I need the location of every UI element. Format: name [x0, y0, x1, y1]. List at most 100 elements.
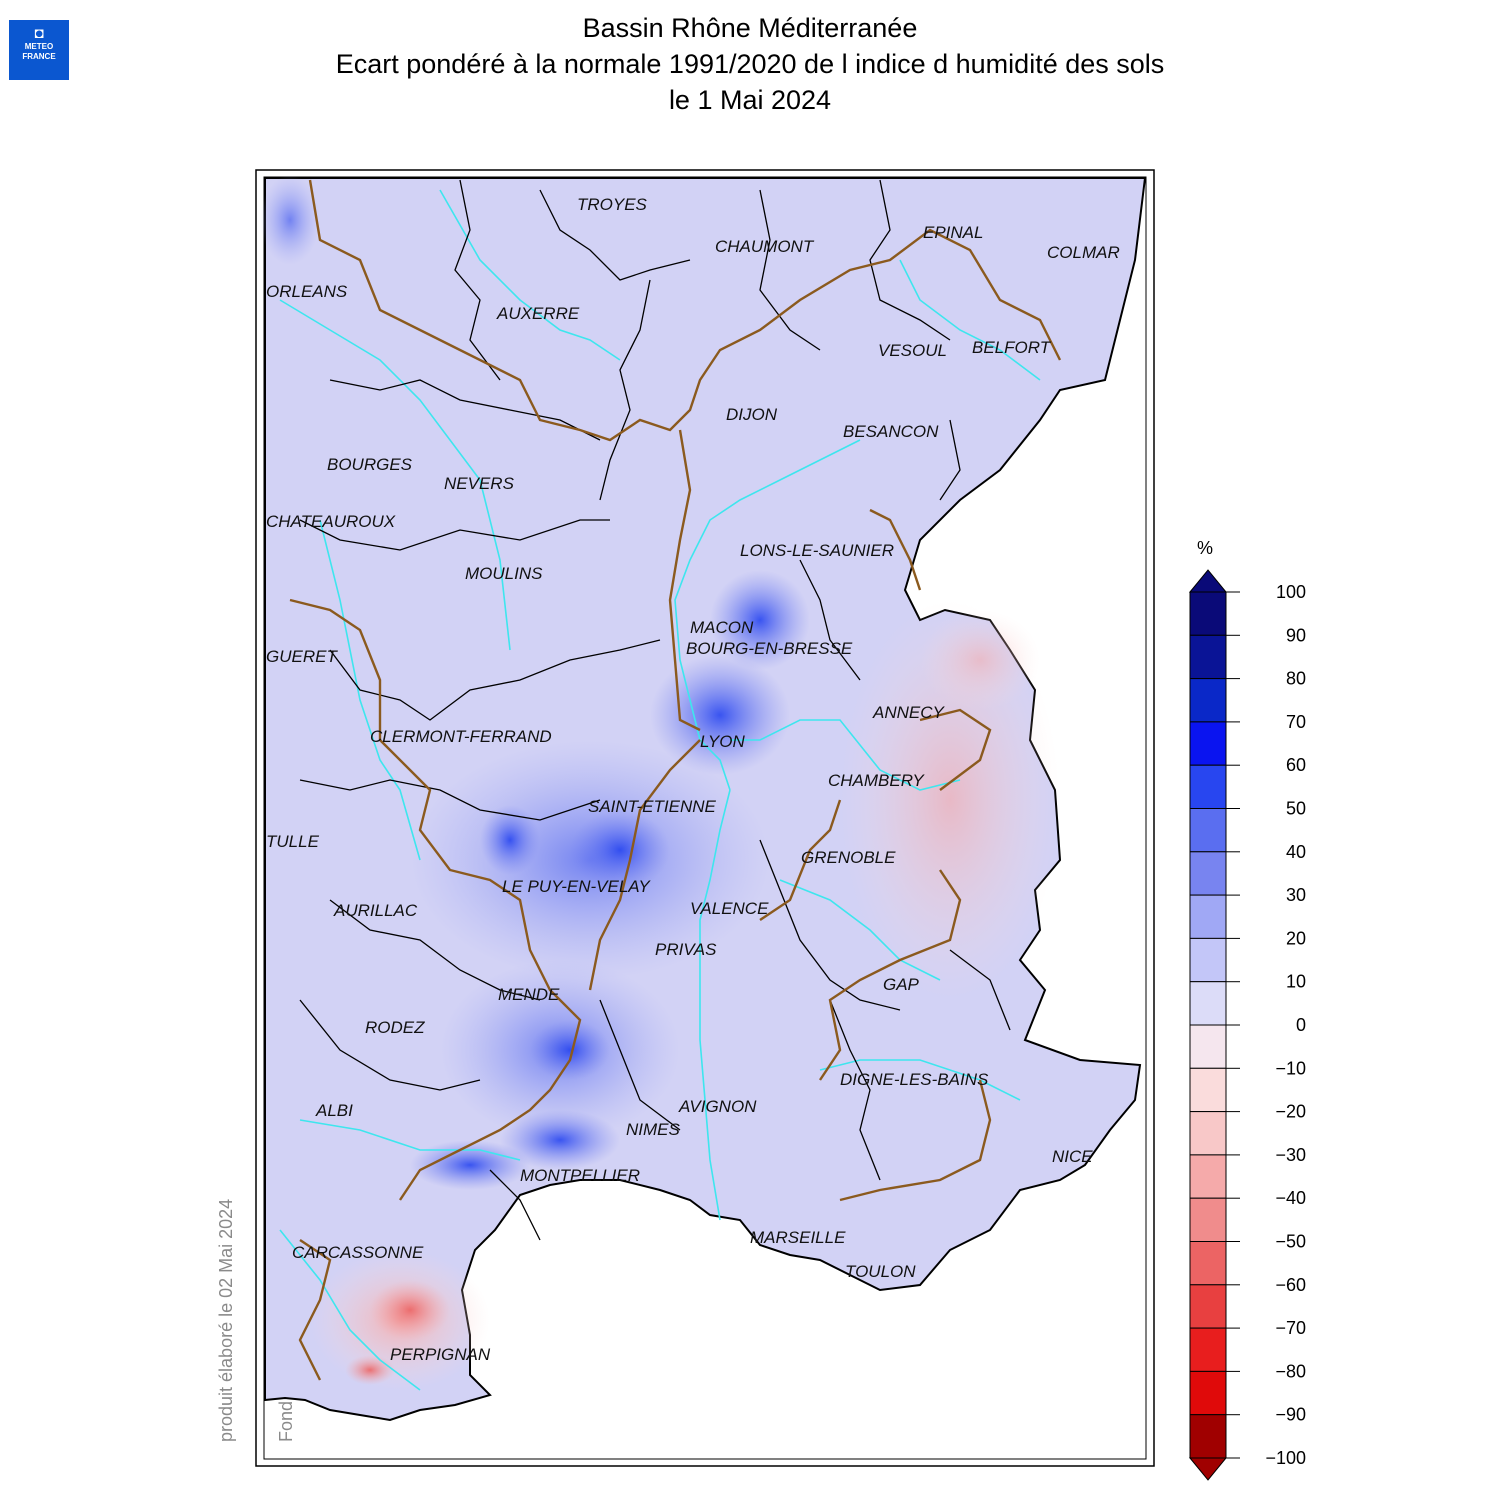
logo-text-1: METEO — [24, 42, 54, 51]
legend-tick-label: 20 — [1286, 928, 1306, 948]
legend-swatch — [1189, 1241, 1227, 1286]
city-albi: ALBI — [315, 1101, 353, 1120]
city-marseille: MARSEILLE — [750, 1228, 846, 1247]
legend-tick-label: −60 — [1275, 1275, 1306, 1295]
city-valence: VALENCE — [690, 899, 769, 918]
meteo-france-logo: ◘ METEO FRANCE — [9, 20, 69, 80]
department-borders — [299, 179, 1011, 1241]
city-nevers: NEVERS — [444, 474, 515, 493]
legend-tick-label: 0 — [1296, 1015, 1306, 1035]
legend-swatch — [1189, 937, 1227, 983]
city-saint-etienne: SAINT-ETIENNE — [588, 797, 717, 816]
city-montpellier: MONTPELLIER — [520, 1166, 640, 1185]
legend-swatch — [1189, 1024, 1227, 1069]
city-labels: TROYES CHAUMONT EPINAL COLMAR ORLEANS AU… — [266, 195, 1120, 1364]
city-besancon: BESANCON — [843, 422, 939, 441]
legend-tick-label: 90 — [1286, 625, 1306, 645]
basemap-credit: Fond de Carte © IGN — [276, 1271, 296, 1442]
city-avignon: AVIGNON — [678, 1097, 757, 1116]
legend-swatch — [1189, 894, 1227, 939]
city-vesoul: VESOUL — [878, 341, 947, 360]
legend-tick-label: 60 — [1286, 755, 1306, 775]
legend-tick-label: −30 — [1275, 1145, 1306, 1165]
logo-mark-icon: ◘ — [34, 25, 44, 42]
city-grenoble: GRENOBLE — [801, 848, 896, 867]
city-gueret: GUERET — [266, 647, 338, 666]
map-frame — [255, 169, 1155, 1467]
city-gap: GAP — [883, 975, 920, 994]
city-chaumont: CHAUMONT — [715, 237, 815, 256]
legend-tick-label: −100 — [1265, 1448, 1306, 1468]
title-line-1: Bassin Rhône Méditerranée — [582, 13, 918, 43]
city-troyes: TROYES — [577, 195, 648, 214]
map-title: Bassin Rhône Méditerranée Ecart pondéré … — [250, 10, 1250, 118]
city-digne-les-bains: DIGNE-LES-BAINS — [840, 1070, 989, 1089]
legend-tick-label: 30 — [1286, 885, 1306, 905]
logo-text-2: FRANCE — [22, 52, 56, 61]
legend-swatch — [1189, 1197, 1227, 1242]
city-nimes: NIMES — [626, 1120, 681, 1139]
legend-swatch — [1189, 1154, 1227, 1199]
legend-tick-label: −90 — [1275, 1405, 1306, 1425]
city-epinal: EPINAL — [923, 223, 983, 242]
legend-tick-label: 100 — [1276, 582, 1306, 602]
city-aurillac: AURILLAC — [333, 901, 418, 920]
legend-swatch — [1189, 591, 1227, 636]
color-legend: 1009080706050403020100−10−20−30−40−50−60… — [1188, 569, 1306, 1481]
legend-tick-label: 50 — [1286, 799, 1306, 819]
city-macon: MACON — [690, 618, 754, 637]
land-area — [264, 177, 1147, 1422]
city-chateauroux: CHATEAUROUX — [266, 512, 396, 531]
legend-unit: % — [1197, 538, 1214, 558]
city-annecy: ANNECY — [872, 703, 946, 722]
city-chambery: CHAMBERY — [828, 771, 925, 790]
legend-tick-label: −20 — [1275, 1102, 1306, 1122]
city-nice: NICE — [1052, 1147, 1093, 1166]
city-belfort: BELFORT — [972, 338, 1052, 357]
legend-swatch — [1189, 1370, 1227, 1416]
legend-swatch — [1189, 721, 1227, 766]
legend-swatch — [1189, 808, 1227, 853]
city-bourges: BOURGES — [327, 455, 413, 474]
legend-swatch — [1189, 634, 1227, 680]
legend-tick-label: 80 — [1286, 669, 1306, 689]
city-tulle: TULLE — [266, 832, 320, 851]
legend-tick-label: −70 — [1275, 1318, 1306, 1338]
city-lons-le-saunier: LONS-LE-SAUNIER — [740, 541, 894, 560]
legend-swatch — [1189, 1284, 1227, 1329]
city-privas: PRIVAS — [655, 940, 717, 959]
map-inner-frame — [263, 176, 1147, 1460]
legend-swatch — [1189, 981, 1227, 1026]
city-dijon: DIJON — [726, 405, 778, 424]
legend-arrow-up — [1188, 569, 1228, 593]
legend-arrow-down — [1188, 1457, 1228, 1481]
legend-swatch — [1189, 764, 1227, 810]
legend-tick-label: 10 — [1286, 972, 1306, 992]
city-carcassonne: CARCASSONNE — [292, 1243, 424, 1262]
legend-tick-label: −10 — [1275, 1058, 1306, 1078]
legend-swatch — [1189, 1327, 1227, 1372]
legend-swatch — [1189, 1414, 1227, 1459]
city-rodez: RODEZ — [365, 1018, 425, 1037]
city-toulon: TOULON — [845, 1262, 916, 1281]
city-auxerre: AUXERRE — [496, 304, 580, 323]
legend-tick-label: 40 — [1286, 842, 1306, 862]
city-lyon: LYON — [700, 732, 745, 751]
legend-tick-label: 70 — [1286, 712, 1306, 732]
city-clermont-ferrand: CLERMONT-FERRAND — [370, 727, 552, 746]
legend-swatch — [1189, 678, 1227, 723]
city-le-puy-en-velay: LE PUY-EN-VELAY — [502, 877, 651, 896]
title-line-3: le 1 Mai 2024 — [668, 85, 832, 115]
rivers — [279, 189, 1041, 1391]
city-colmar: COLMAR — [1047, 243, 1120, 262]
city-bourg-en-bresse: BOURG-EN-BRESSE — [686, 639, 853, 658]
legend-tick-label: −40 — [1275, 1188, 1306, 1208]
legend-tick-label: −50 — [1275, 1232, 1306, 1252]
legend-tick-label: −80 — [1275, 1361, 1306, 1381]
title-line-2: Ecart pondéré à la normale 1991/2020 de … — [335, 49, 1165, 79]
city-mende: MENDE — [498, 985, 560, 1004]
legend-swatch — [1189, 1067, 1227, 1113]
basin-borders — [289, 179, 1062, 1381]
legend-swatch — [1189, 851, 1227, 896]
city-moulins: MOULINS — [465, 564, 543, 583]
